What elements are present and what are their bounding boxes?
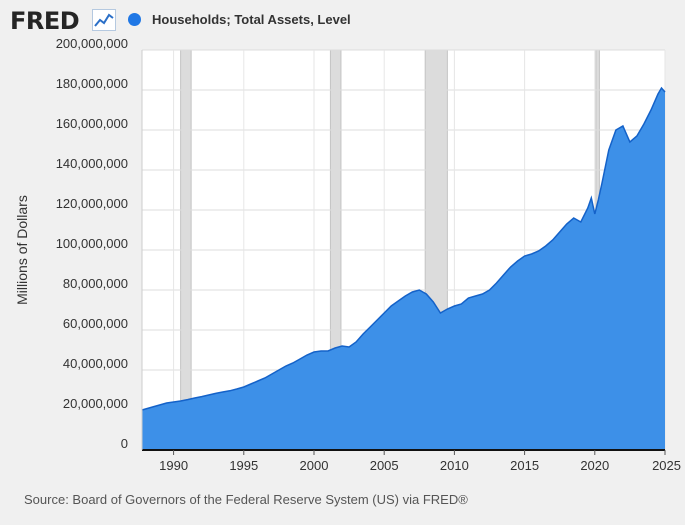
- fred-logo[interactable]: FRED: [10, 7, 80, 35]
- line-chart-icon: [92, 9, 116, 31]
- y-tick-label: 140,000,000: [56, 156, 128, 171]
- y-tick-label: 20,000,000: [63, 396, 128, 411]
- x-tick-label: 2005: [370, 458, 399, 473]
- x-tick-label: 2025: [652, 458, 681, 473]
- x-tick-labels: 1990 1995 2000 2005 2010 2015 2020 2025: [159, 458, 681, 473]
- legend-marker: [128, 13, 141, 26]
- x-tick-label: 1990: [159, 458, 188, 473]
- series-line: [141, 86, 666, 411]
- x-tick-label: 2010: [440, 458, 469, 473]
- y-tick-label: 60,000,000: [63, 316, 128, 331]
- chart-header: FRED Households; Total Assets, Level: [0, 0, 685, 42]
- series-area-fill: [142, 88, 665, 450]
- x-tick-label: 2000: [300, 458, 329, 473]
- y-axis-label: Millions of Dollars: [14, 195, 30, 305]
- y-tick-label: 200,000,000: [56, 36, 128, 51]
- source-note: Source: Board of Governors of the Federa…: [24, 492, 468, 507]
- y-tick-label: 80,000,000: [63, 276, 128, 291]
- y-tick-label: 180,000,000: [56, 76, 128, 91]
- legend-label[interactable]: Households; Total Assets, Level: [152, 12, 351, 27]
- y-tick-labels: 0 20,000,000 40,000,000 60,000,000 80,000,00…: [56, 36, 128, 451]
- series-area: [141, 86, 666, 450]
- x-tick-label: 1995: [229, 458, 258, 473]
- y-tick-label: 120,000,000: [56, 196, 128, 211]
- x-tick-label: 2015: [510, 458, 539, 473]
- axes: [141, 50, 666, 455]
- y-tick-label: 0: [121, 436, 128, 451]
- x-tick-label: 2020: [580, 458, 609, 473]
- y-tick-label: 100,000,000: [56, 236, 128, 251]
- y-tick-label: 160,000,000: [56, 116, 128, 131]
- y-tick-label: 40,000,000: [63, 356, 128, 371]
